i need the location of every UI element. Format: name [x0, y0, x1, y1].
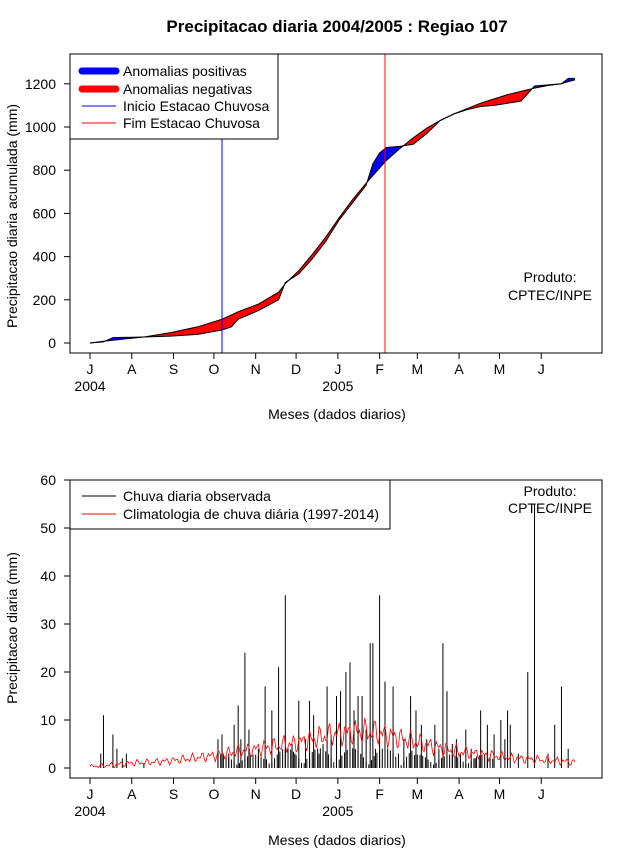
chart1-title: Precipitacao diaria 2004/2005 : Regiao 1…: [166, 17, 507, 36]
chart1-annotation-line2: CPTEC/INPE: [508, 287, 592, 303]
chart2-legend-box: [69, 479, 391, 530]
chart1-legend: Anomalias positivas Anomalias negativas …: [69, 53, 279, 140]
legend-label-start: Inicio Estacao Chuvosa: [123, 98, 270, 114]
y-tick-label: 60: [40, 472, 56, 488]
x-tick-label: S: [169, 786, 178, 802]
x-tick-label: J: [334, 786, 341, 802]
x-tick-label: J: [538, 786, 545, 802]
chart2-annotation-line2: CPTEC/INPE: [508, 500, 592, 516]
x-tick-label: D: [291, 786, 301, 802]
x-tick-label: J: [538, 361, 545, 377]
x-tick-label: N: [251, 361, 261, 377]
y-tick-label: 1200: [25, 76, 56, 92]
y-tick-label: 200: [33, 292, 57, 308]
chart2-annotation-line1: Produto:: [524, 483, 577, 499]
y-tick-label: 40: [40, 568, 56, 584]
chart2-plot-area: [89, 504, 576, 769]
x-tick-label: N: [251, 786, 261, 802]
x-tick-label: F: [375, 786, 384, 802]
x-tick-label: D: [291, 361, 301, 377]
legend-label-end: Fim Estacao Chuvosa: [123, 115, 260, 131]
x-tick-label: A: [127, 786, 137, 802]
chart1-xlabel: Meses (dados diarios): [268, 406, 406, 422]
x-tick-label: J: [87, 361, 94, 377]
y-tick-label: 1000: [25, 119, 56, 135]
negative-anomaly-area: [454, 88, 532, 114]
y-tick-label: 800: [33, 162, 57, 178]
legend-label-observed: Chuva diaria observada: [123, 488, 271, 504]
x-tick-label: J: [334, 361, 341, 377]
x-tick-label: M: [411, 786, 423, 802]
chart2-xlabel: Meses (dados diarios): [268, 832, 406, 848]
chart1-annotation-line1: Produto:: [524, 269, 577, 285]
x-tick-label: F: [375, 361, 384, 377]
x-tick-label: O: [208, 786, 219, 802]
x-tick-label: M: [494, 361, 506, 377]
x-tick-label: J: [87, 786, 94, 802]
x-tick-label: A: [454, 786, 464, 802]
chart2-legend: Chuva diaria observada Climatologia de c…: [69, 479, 391, 530]
y-tick-label: 0: [48, 335, 56, 351]
negative-anomaly-area: [403, 120, 440, 146]
x-year-label: 2004: [74, 378, 105, 394]
chart1-frame: [69, 53, 603, 354]
y-tick-label: 10: [40, 712, 56, 728]
x-year-label: 2004: [74, 803, 105, 819]
y-tick-label: 30: [40, 616, 56, 632]
legend-label-positive: Anomalias positivas: [123, 63, 247, 79]
y-tick-label: 400: [33, 249, 57, 265]
x-tick-label: M: [494, 786, 506, 802]
climatology-accumulated-line: [89, 79, 576, 344]
legend-label-climatology: Climatologia de chuva diária (1997-2014): [123, 506, 379, 522]
legend-label-negative: Anomalias negativas: [123, 81, 252, 97]
y-tick-label: 20: [40, 664, 56, 680]
y-tick-label: 0: [48, 760, 56, 776]
chart2-ylabel: Precipitacao diaria (mm): [4, 552, 20, 704]
x-year-label: 2005: [322, 803, 353, 819]
y-tick-label: 600: [33, 205, 57, 221]
x-tick-label: A: [127, 361, 137, 377]
climatology-daily-line: [89, 717, 576, 769]
observed-accumulated-line: [89, 77, 575, 344]
x-tick-label: O: [208, 361, 219, 377]
chart1-plot-area: [89, 54, 576, 353]
x-tick-label: S: [169, 361, 178, 377]
x-tick-label: M: [411, 361, 423, 377]
y-tick-label: 50: [40, 520, 56, 536]
chart1-ylabel: Precipitacao diaria acumulada (mm): [4, 104, 20, 328]
x-year-label: 2005: [322, 378, 353, 394]
x-tick-label: A: [454, 361, 464, 377]
